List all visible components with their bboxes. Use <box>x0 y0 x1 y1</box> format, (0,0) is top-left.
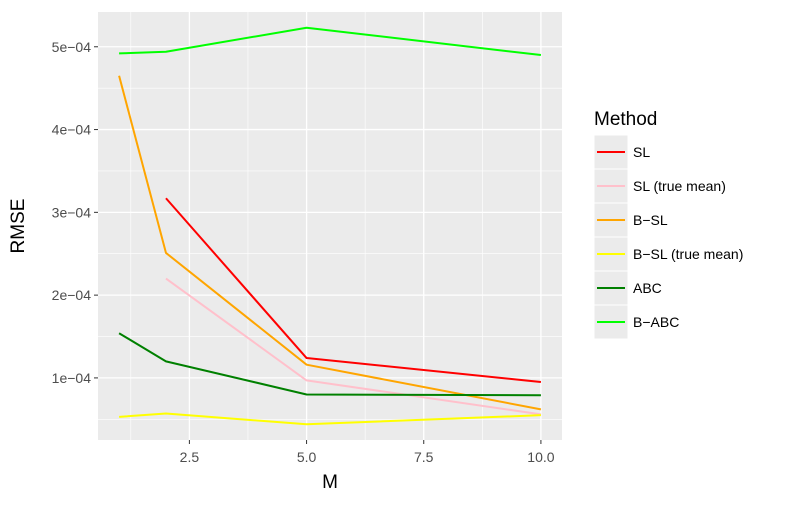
y-axis-title: RMSE <box>8 199 29 254</box>
series-line-abc <box>118 332 541 397</box>
y-tick-label: 3e−04 <box>52 204 92 220</box>
legend: SL SL (true mean) B−SL B−SL (true mean) ABC B… <box>593 134 743 340</box>
series-line-b-abc <box>119 26 542 57</box>
series-line-b-sl <box>118 75 542 411</box>
x-tick-label: 2.5 <box>180 449 200 465</box>
legend-label: B−SL (true mean) <box>633 246 743 262</box>
y-tick-label: 4e−04 <box>52 122 92 138</box>
x-axis-ticks: 2.5 5.0 7.5 10.0 <box>180 440 555 465</box>
x-tick-label: 5.0 <box>297 449 317 465</box>
x-axis-title: M <box>322 472 338 493</box>
panel-background <box>98 12 562 440</box>
series-lines <box>118 26 542 426</box>
legend-label: SL <box>633 144 650 160</box>
minor-gridlines <box>98 12 562 440</box>
legend-title: Method <box>594 109 657 130</box>
y-axis-ticks: 1e−04 2e−04 3e−04 4e−04 5e−04 <box>52 39 98 386</box>
legend-label: B−ABC <box>633 314 679 330</box>
x-tick-label: 7.5 <box>414 449 434 465</box>
x-tick-label: 10.0 <box>527 449 554 465</box>
series-line-sl-true-mean <box>165 277 542 416</box>
series-line-b-sl-true-mean <box>119 412 541 426</box>
legend-label: B−SL <box>633 212 668 228</box>
legend-label: SL (true mean) <box>633 178 726 194</box>
legend-label: ABC <box>633 280 662 296</box>
series-line-sl <box>165 197 542 384</box>
major-gridlines <box>98 12 562 440</box>
y-tick-label: 2e−04 <box>52 287 92 303</box>
y-tick-label: 1e−04 <box>52 370 92 386</box>
y-tick-label: 5e−04 <box>52 39 92 55</box>
